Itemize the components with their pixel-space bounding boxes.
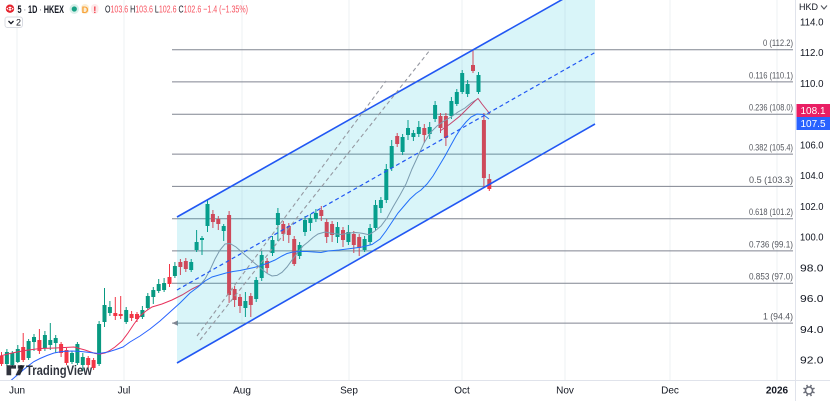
svg-text:Jul: Jul	[118, 386, 131, 397]
svg-text:Jun: Jun	[9, 386, 25, 397]
svg-text:0 (112.2): 0 (112.2)	[763, 38, 793, 48]
svg-text:5 · 1D · HKEX: 5 · 1D · HKEX	[18, 4, 65, 16]
svg-text:HKD: HKD	[799, 2, 819, 12]
svg-text:2: 2	[16, 18, 21, 28]
svg-text:Aug: Aug	[233, 386, 251, 397]
svg-text:107.5: 107.5	[800, 119, 825, 130]
svg-text:0.236 (108.0): 0.236 (108.0)	[749, 103, 793, 113]
svg-text:Nov: Nov	[556, 386, 574, 397]
svg-text:0.116 (110.1): 0.116 (110.1)	[749, 70, 793, 80]
svg-text:2026: 2026	[766, 386, 789, 397]
svg-text:0.382 (105.4): 0.382 (105.4)	[749, 143, 793, 153]
svg-text:Oct: Oct	[454, 386, 470, 397]
svg-text:0.5 (103.3): 0.5 (103.3)	[749, 175, 793, 185]
svg-text:0.736 (99.1): 0.736 (99.1)	[749, 239, 793, 249]
svg-text:108.1: 108.1	[800, 106, 825, 117]
svg-text:102.0: 102.0	[800, 202, 824, 213]
svg-text:!: !	[93, 5, 96, 16]
svg-text:100.0: 100.0	[800, 233, 824, 244]
svg-text:94.0: 94.0	[800, 325, 824, 336]
svg-text:106.0: 106.0	[800, 140, 824, 151]
svg-text:114.0: 114.0	[800, 18, 824, 29]
svg-text:Dec: Dec	[661, 386, 679, 397]
svg-text:98.0: 98.0	[800, 263, 824, 274]
svg-text:TradingView: TradingView	[26, 363, 92, 378]
svg-text:0.618 (101.2): 0.618 (101.2)	[749, 207, 793, 217]
svg-text:104.0: 104.0	[800, 171, 824, 182]
svg-text:D: D	[82, 5, 89, 16]
svg-text:1 (94.4): 1 (94.4)	[763, 312, 793, 322]
svg-text:0.853 (97.0): 0.853 (97.0)	[749, 272, 793, 282]
svg-text:110.0: 110.0	[800, 79, 824, 90]
svg-text:92.0: 92.0	[800, 356, 824, 367]
svg-text:O103.6 H103.6 L102.6 C102.6 −1: O103.6 H103.6 L102.6 C102.6 −1.4 (−1.35%…	[105, 5, 248, 16]
svg-text:Sep: Sep	[340, 386, 358, 397]
svg-text:96.0: 96.0	[800, 294, 824, 305]
svg-text:112.0: 112.0	[800, 48, 824, 59]
